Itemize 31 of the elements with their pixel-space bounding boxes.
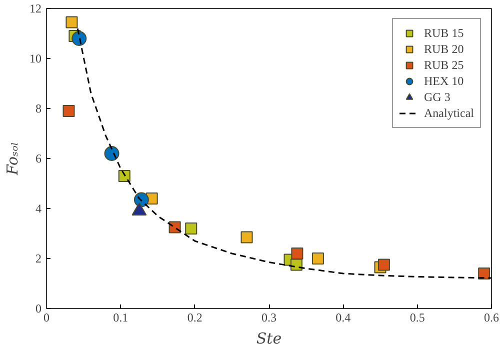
y-tick-label: 2 (36, 252, 42, 266)
x-tick-label: 0.2 (187, 310, 202, 324)
x-tick-label: 0.1 (113, 310, 128, 324)
legend-label: HEX 10 (424, 73, 464, 89)
legend-label: RUB 25 (424, 57, 464, 73)
x-tick-label: 0.4 (336, 310, 351, 324)
y-tick-label: 8 (36, 102, 42, 116)
point (378, 258, 390, 271)
y-tick-label: 4 (36, 202, 42, 216)
y-tick-label: 0 (36, 302, 42, 316)
point (478, 268, 490, 280)
point (104, 146, 120, 161)
legend-label: RUB 20 (424, 41, 464, 57)
legend-label: RUB 15 (424, 25, 464, 41)
point (72, 31, 87, 46)
point (185, 222, 198, 234)
y-tick-label: 12 (30, 2, 42, 16)
point (66, 16, 78, 28)
legend-label: Analytical (424, 105, 474, 121)
x-axis-title: Ste (256, 330, 282, 348)
point (291, 248, 304, 260)
legend-label: GG 3 (424, 89, 450, 105)
y-axis-title: Foₛₒₗ (4, 142, 22, 176)
y-tick-label: 6 (36, 152, 42, 166)
point (62, 105, 75, 117)
x-tick-label: 0.6 (484, 310, 499, 324)
point (240, 231, 253, 244)
y-tick-label: 10 (30, 52, 42, 66)
x-tick-label: 0.3 (262, 310, 276, 324)
x-tick-label: 0.5 (410, 310, 425, 324)
point (312, 252, 324, 264)
